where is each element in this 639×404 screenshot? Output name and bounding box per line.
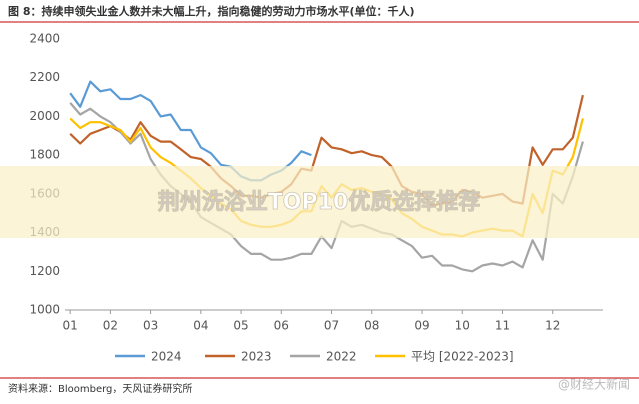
banner-text: 荆州洗浴业TOP10优质选择推荐 [158,189,480,215]
x-tick-label: 06 [274,319,289,333]
y-tick-label: 1800 [29,148,60,162]
x-tick-label: 12 [545,319,560,333]
legend: 2024 2023 2022 平均 [2022-2023] [115,350,514,364]
banner-band [0,166,639,238]
y-tick-label: 1000 [29,303,60,317]
y-tick-label: 1200 [29,264,60,278]
legend-label: 2024 [151,350,182,364]
watermark: @财经大新闻 [558,377,630,392]
legend-label: 2023 [241,350,272,364]
x-tick-label: 10 [455,319,470,333]
y-tick-label: 2400 [29,32,60,46]
y-tick-label: 2200 [29,70,60,84]
x-tick-label: 03 [143,319,158,333]
x-tick-label: 04 [193,319,208,333]
x-tick-label: 08 [364,319,379,333]
legend-label: 平均 [2022-2023] [411,350,514,364]
chart-title: 图 8：持续申领失业金人数并未大幅上升，指向稳健的劳动力市场水平(单位：千人) [8,4,415,18]
x-tick-label: 01 [63,319,78,333]
x-tick-label: 09 [414,319,429,333]
x-tick-label: 02 [103,319,118,333]
legend-label: 2022 [326,350,357,364]
source: 资料来源：Bloomberg，天风证券研究所 [8,382,192,395]
x-tick-label: 07 [324,319,339,333]
x-tick-label: 11 [495,319,510,333]
y-tick-label: 2000 [29,109,60,123]
x-tick-label: 05 [233,319,248,333]
